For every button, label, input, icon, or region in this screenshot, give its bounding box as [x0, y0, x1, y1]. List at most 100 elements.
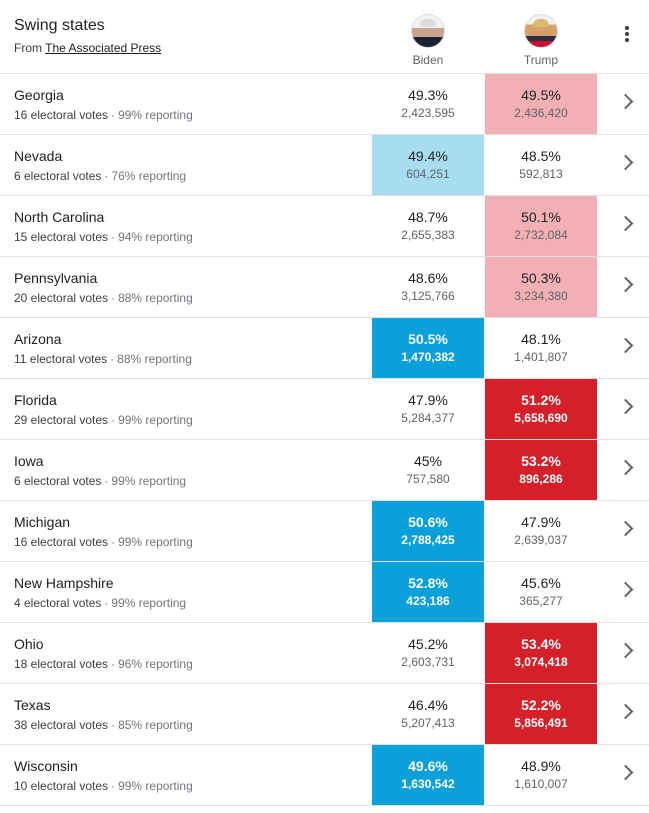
trump-result-cell: 51.2% 5,658,690: [485, 379, 597, 439]
candidate-biden: Biden: [378, 14, 478, 67]
trump-votes: 2,436,420: [514, 106, 568, 120]
trump-result-cell: 53.4% 3,074,418: [485, 623, 597, 683]
reporting-percent: 99% reporting: [118, 108, 193, 122]
source-prefix: From: [14, 41, 46, 55]
biden-result-cell: 45.2% 2,603,731: [372, 623, 484, 683]
biden-result-cell: 45% 757,580: [372, 440, 484, 500]
reporting-percent: 96% reporting: [118, 657, 193, 671]
reporting-percent: 76% reporting: [111, 169, 187, 183]
state-row[interactable]: Arizona 11 electoral votes · 88% reporting…: [0, 318, 649, 379]
reporting-percent: 99% reporting: [111, 474, 187, 488]
biden-avatar: [411, 14, 445, 48]
state-meta: 10 electoral votes · 99% reporting: [14, 779, 193, 793]
electoral-votes: 6 electoral votes: [14, 474, 102, 488]
state-name: Texas: [14, 697, 51, 713]
trump-result-cell: 50.3% 3,234,380: [485, 257, 597, 317]
trump-percent: 45.6%: [521, 575, 561, 591]
state-row[interactable]: Michigan 16 electoral votes · 99% reportin…: [0, 501, 649, 562]
chevron-right-icon[interactable]: [617, 215, 634, 232]
reporting-percent: 99% reporting: [118, 779, 193, 793]
state-row[interactable]: Georgia 16 electoral votes · 99% reporting…: [0, 74, 649, 135]
state-name: Michigan: [14, 514, 71, 530]
state-meta: 29 electoral votes · 99% reporting: [14, 413, 193, 427]
chevron-right-icon[interactable]: [617, 154, 634, 171]
chevron-right-icon[interactable]: [617, 764, 634, 781]
state-name: Wisconsin: [14, 758, 78, 774]
chevron-right-icon[interactable]: [617, 581, 634, 598]
more-options-icon[interactable]: [619, 24, 635, 48]
chevron-right-icon[interactable]: [617, 337, 634, 354]
state-name: Florida: [14, 392, 57, 408]
biden-percent: 46.4%: [408, 697, 448, 713]
state-name: Nevada: [14, 148, 63, 164]
trump-votes: 1,401,807: [514, 350, 568, 364]
trump-votes: 3,234,380: [514, 289, 568, 303]
reporting-percent: 94% reporting: [118, 230, 193, 244]
trump-percent: 47.9%: [521, 514, 561, 530]
biden-votes: 604,251: [406, 167, 450, 181]
chevron-right-icon[interactable]: [617, 520, 634, 537]
biden-votes: 2,788,425: [401, 533, 455, 547]
chevron-right-icon[interactable]: [617, 703, 634, 720]
reporting-percent: 99% reporting: [118, 413, 193, 427]
state-row[interactable]: Ohio 18 electoral votes · 96% reporting 45…: [0, 623, 649, 684]
state-row[interactable]: Pennsylvania 20 electoral votes · 88% repo…: [0, 257, 649, 318]
trump-votes: 2,639,037: [514, 533, 568, 547]
state-name: Pennsylvania: [14, 270, 98, 286]
chevron-right-icon[interactable]: [617, 276, 634, 293]
state-meta: 6 electoral votes · 99% reporting: [14, 474, 187, 488]
source-link[interactable]: The Associated Press: [45, 41, 162, 55]
biden-percent: 52.8%: [408, 575, 448, 591]
trump-result-cell: 45.6% 365,277: [485, 562, 597, 622]
state-row[interactable]: New Hampshire 4 electoral votes · 99% repo…: [0, 562, 649, 623]
trump-percent: 48.1%: [521, 331, 561, 347]
biden-result-cell: 52.8% 423,186: [372, 562, 484, 622]
electoral-votes: 16 electoral votes: [14, 535, 109, 549]
chevron-right-icon[interactable]: [617, 398, 634, 415]
state-name: North Carolina: [14, 209, 105, 225]
biden-percent: 48.7%: [408, 209, 448, 225]
state-row[interactable]: Nevada 6 electoral votes · 76% reporting 4…: [0, 135, 649, 196]
state-results-list: Georgia 16 electoral votes · 99% reporting…: [0, 74, 649, 806]
biden-percent: 45.2%: [408, 636, 448, 652]
reporting-percent: 99% reporting: [118, 535, 193, 549]
biden-result-cell: 49.3% 2,423,595: [372, 74, 484, 134]
biden-votes: 3,125,766: [401, 289, 455, 303]
state-row[interactable]: North Carolina 15 electoral votes · 94% re…: [0, 196, 649, 257]
reporting-percent: 88% reporting: [118, 291, 193, 305]
trump-result-cell: 53.2% 896,286: [485, 440, 597, 500]
state-row[interactable]: Iowa 6 electoral votes · 99% reporting 45%…: [0, 440, 649, 501]
trump-avatar: [524, 14, 558, 48]
biden-result-cell: 48.6% 3,125,766: [372, 257, 484, 317]
state-row[interactable]: Wisconsin 10 electoral votes · 99% reporti…: [0, 745, 649, 806]
state-row[interactable]: Florida 29 electoral votes · 99% reporting…: [0, 379, 649, 440]
trump-votes: 1,610,007: [514, 777, 568, 791]
trump-votes: 5,658,690: [514, 411, 568, 425]
state-meta: 15 electoral votes · 94% reporting: [14, 230, 193, 244]
trump-percent: 51.2%: [521, 392, 561, 408]
widget-title: Swing states: [14, 17, 105, 34]
candidate-name-biden: Biden: [412, 53, 444, 67]
trump-votes: 896,286: [519, 472, 563, 486]
trump-percent: 53.4%: [521, 636, 561, 652]
chevron-right-icon[interactable]: [617, 642, 634, 659]
chevron-right-icon[interactable]: [617, 459, 634, 476]
chevron-right-icon[interactable]: [617, 93, 634, 110]
state-name: Ohio: [14, 636, 44, 652]
candidate-name-trump: Trump: [523, 53, 559, 67]
biden-percent: 50.6%: [408, 514, 448, 530]
electoral-votes: 10 electoral votes: [14, 779, 109, 793]
biden-result-cell: 49.4% 604,251: [372, 135, 484, 195]
biden-votes: 757,580: [406, 472, 450, 486]
trump-votes: 3,074,418: [514, 655, 568, 669]
electoral-votes: 18 electoral votes: [14, 657, 109, 671]
reporting-percent: 99% reporting: [111, 596, 187, 610]
biden-result-cell: 50.6% 2,788,425: [372, 501, 484, 561]
electoral-votes: 29 electoral votes: [14, 413, 109, 427]
trump-votes: 5,856,491: [514, 716, 568, 730]
electoral-votes: 4 electoral votes: [14, 596, 102, 610]
state-row[interactable]: Texas 38 electoral votes · 85% reporting 4…: [0, 684, 649, 745]
electoral-votes: 11 electoral votes: [14, 352, 108, 366]
electoral-votes: 38 electoral votes: [14, 718, 109, 732]
biden-votes: 5,284,377: [401, 411, 455, 425]
